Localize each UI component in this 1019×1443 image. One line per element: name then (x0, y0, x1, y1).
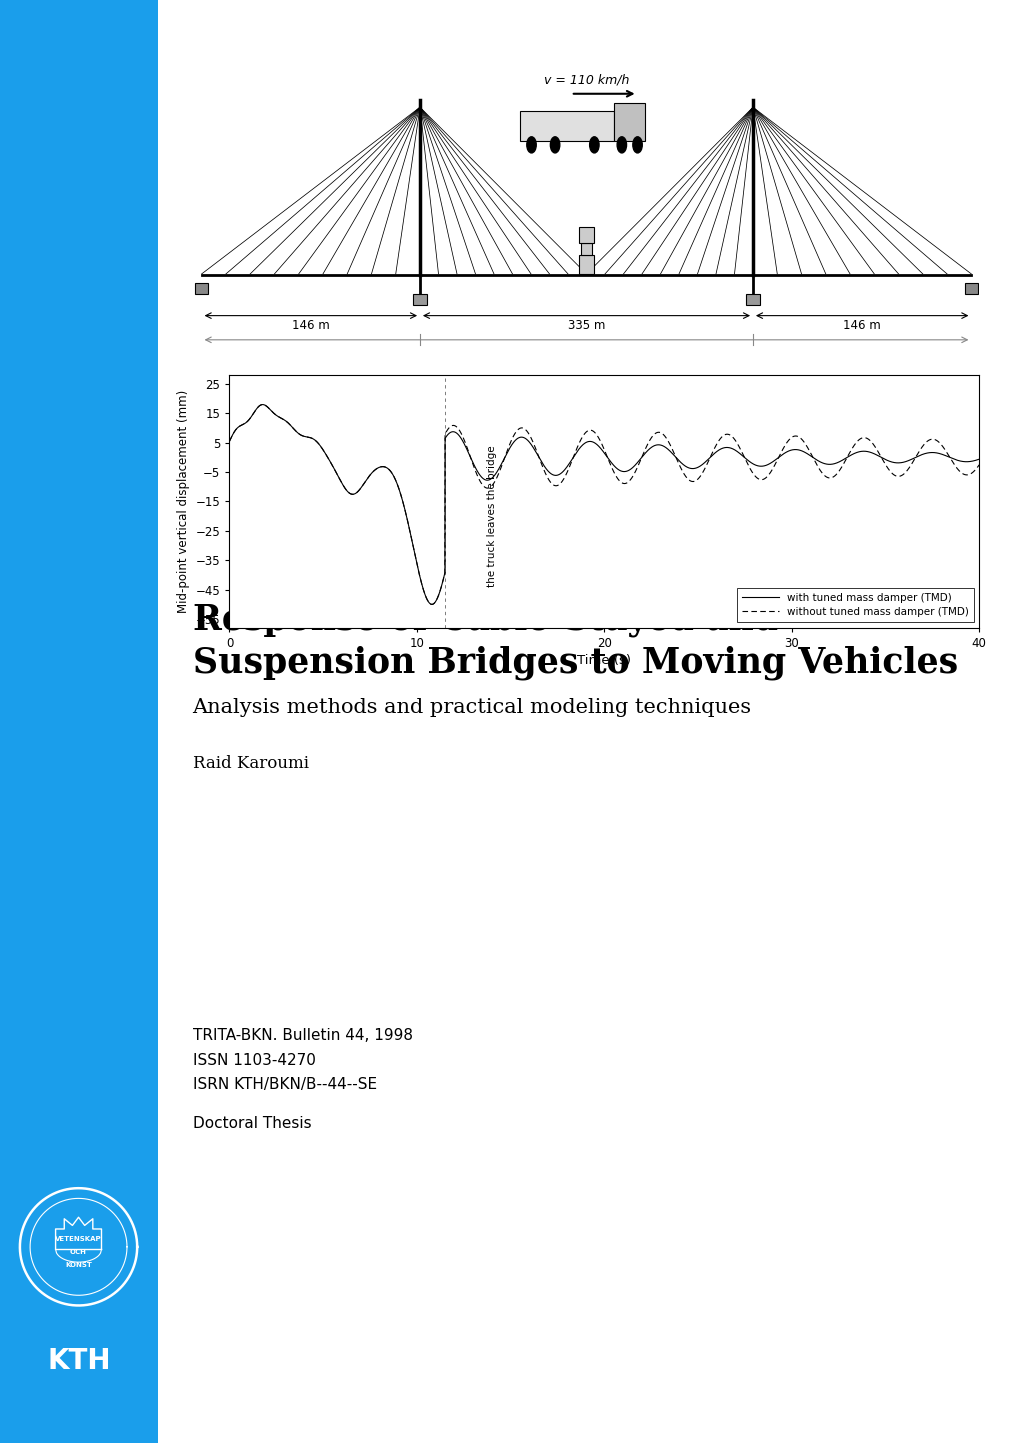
without tuned mass damper (TMD) (544, 473, 556, 491)
with tuned mass damper (TMD) (972, 450, 984, 468)
Legend: with tuned mass damper (TMD), without tuned mass damper (TMD): with tuned mass damper (TMD), without tu… (736, 587, 973, 622)
Circle shape (550, 137, 559, 153)
Text: ISSN 1103-4270: ISSN 1103-4270 (193, 1053, 315, 1068)
Text: 335 m: 335 m (568, 319, 604, 332)
without tuned mass damper (TMD) (767, 457, 780, 475)
Text: Response of Cable-Stayed and: Response of Cable-Stayed and (193, 602, 776, 636)
Text: 146 m: 146 m (843, 319, 880, 332)
without tuned mass damper (TMD) (950, 459, 962, 476)
Text: KONST: KONST (65, 1261, 92, 1268)
Text: 146 m: 146 m (291, 319, 329, 332)
Bar (581, 242, 591, 255)
with tuned mass damper (TMD) (223, 433, 235, 450)
Bar (196, 283, 208, 294)
without tuned mass damper (TMD) (257, 395, 269, 413)
Y-axis label: Mid-point vertical displacement (mm): Mid-point vertical displacement (mm) (177, 390, 190, 613)
Text: Royal Institute of Technology: Royal Institute of Technology (189, 893, 530, 918)
without tuned mass damper (TMD) (580, 423, 592, 440)
Circle shape (616, 137, 626, 153)
without tuned mass damper (TMD) (972, 456, 984, 473)
with tuned mass damper (TMD) (257, 395, 269, 413)
with tuned mass damper (TMD) (425, 596, 437, 613)
with tuned mass damper (TMD) (538, 459, 550, 476)
Bar (520, 111, 613, 141)
Text: KTH: KTH (556, 121, 576, 130)
with tuned mass damper (TMD) (950, 452, 962, 469)
Text: VETENSKAP: VETENSKAP (55, 1237, 102, 1242)
with tuned mass damper (TMD) (912, 447, 924, 465)
Text: KTH: KTH (47, 1346, 111, 1375)
Text: Suspension Bridges to Moving Vehicles: Suspension Bridges to Moving Vehicles (193, 645, 957, 680)
Text: Raid Karoumi: Raid Karoumi (193, 755, 309, 772)
Bar (578, 227, 594, 242)
Text: OCH: OCH (70, 1250, 87, 1255)
with tuned mass damper (TMD) (580, 434, 592, 452)
without tuned mass damper (TMD) (425, 596, 437, 613)
with tuned mass damper (TMD) (767, 452, 780, 469)
Text: TRITA-BKN. Bulletin 44, 1998: TRITA-BKN. Bulletin 44, 1998 (193, 1029, 412, 1043)
Text: v = 110 km/h: v = 110 km/h (543, 74, 629, 87)
Text: Doctoral Thesis: Doctoral Thesis (193, 1117, 311, 1131)
without tuned mass damper (TMD) (538, 463, 550, 481)
Bar (613, 102, 645, 141)
Bar (413, 294, 427, 304)
Circle shape (632, 137, 642, 153)
Line: with tuned mass damper (TMD): with tuned mass damper (TMD) (229, 404, 978, 605)
Bar (745, 294, 759, 304)
Line: without tuned mass damper (TMD): without tuned mass damper (TMD) (229, 404, 978, 605)
Text: ISRN KTH/BKN/B--44--SE: ISRN KTH/BKN/B--44--SE (193, 1078, 376, 1092)
Text: Department of Structural Engineering: Department of Structural Engineering (189, 945, 636, 970)
Circle shape (526, 137, 536, 153)
without tuned mass damper (TMD) (912, 443, 924, 460)
Circle shape (589, 137, 598, 153)
Bar (578, 255, 594, 274)
X-axis label: Time (s): Time (s) (577, 654, 631, 667)
Text: Analysis methods and practical modeling techniques: Analysis methods and practical modeling … (193, 698, 751, 717)
Bar (964, 283, 976, 294)
with tuned mass damper (TMD) (544, 465, 556, 482)
without tuned mass damper (TMD) (223, 433, 235, 450)
Text: the truck leaves the bridge: the truck leaves the bridge (486, 446, 496, 587)
